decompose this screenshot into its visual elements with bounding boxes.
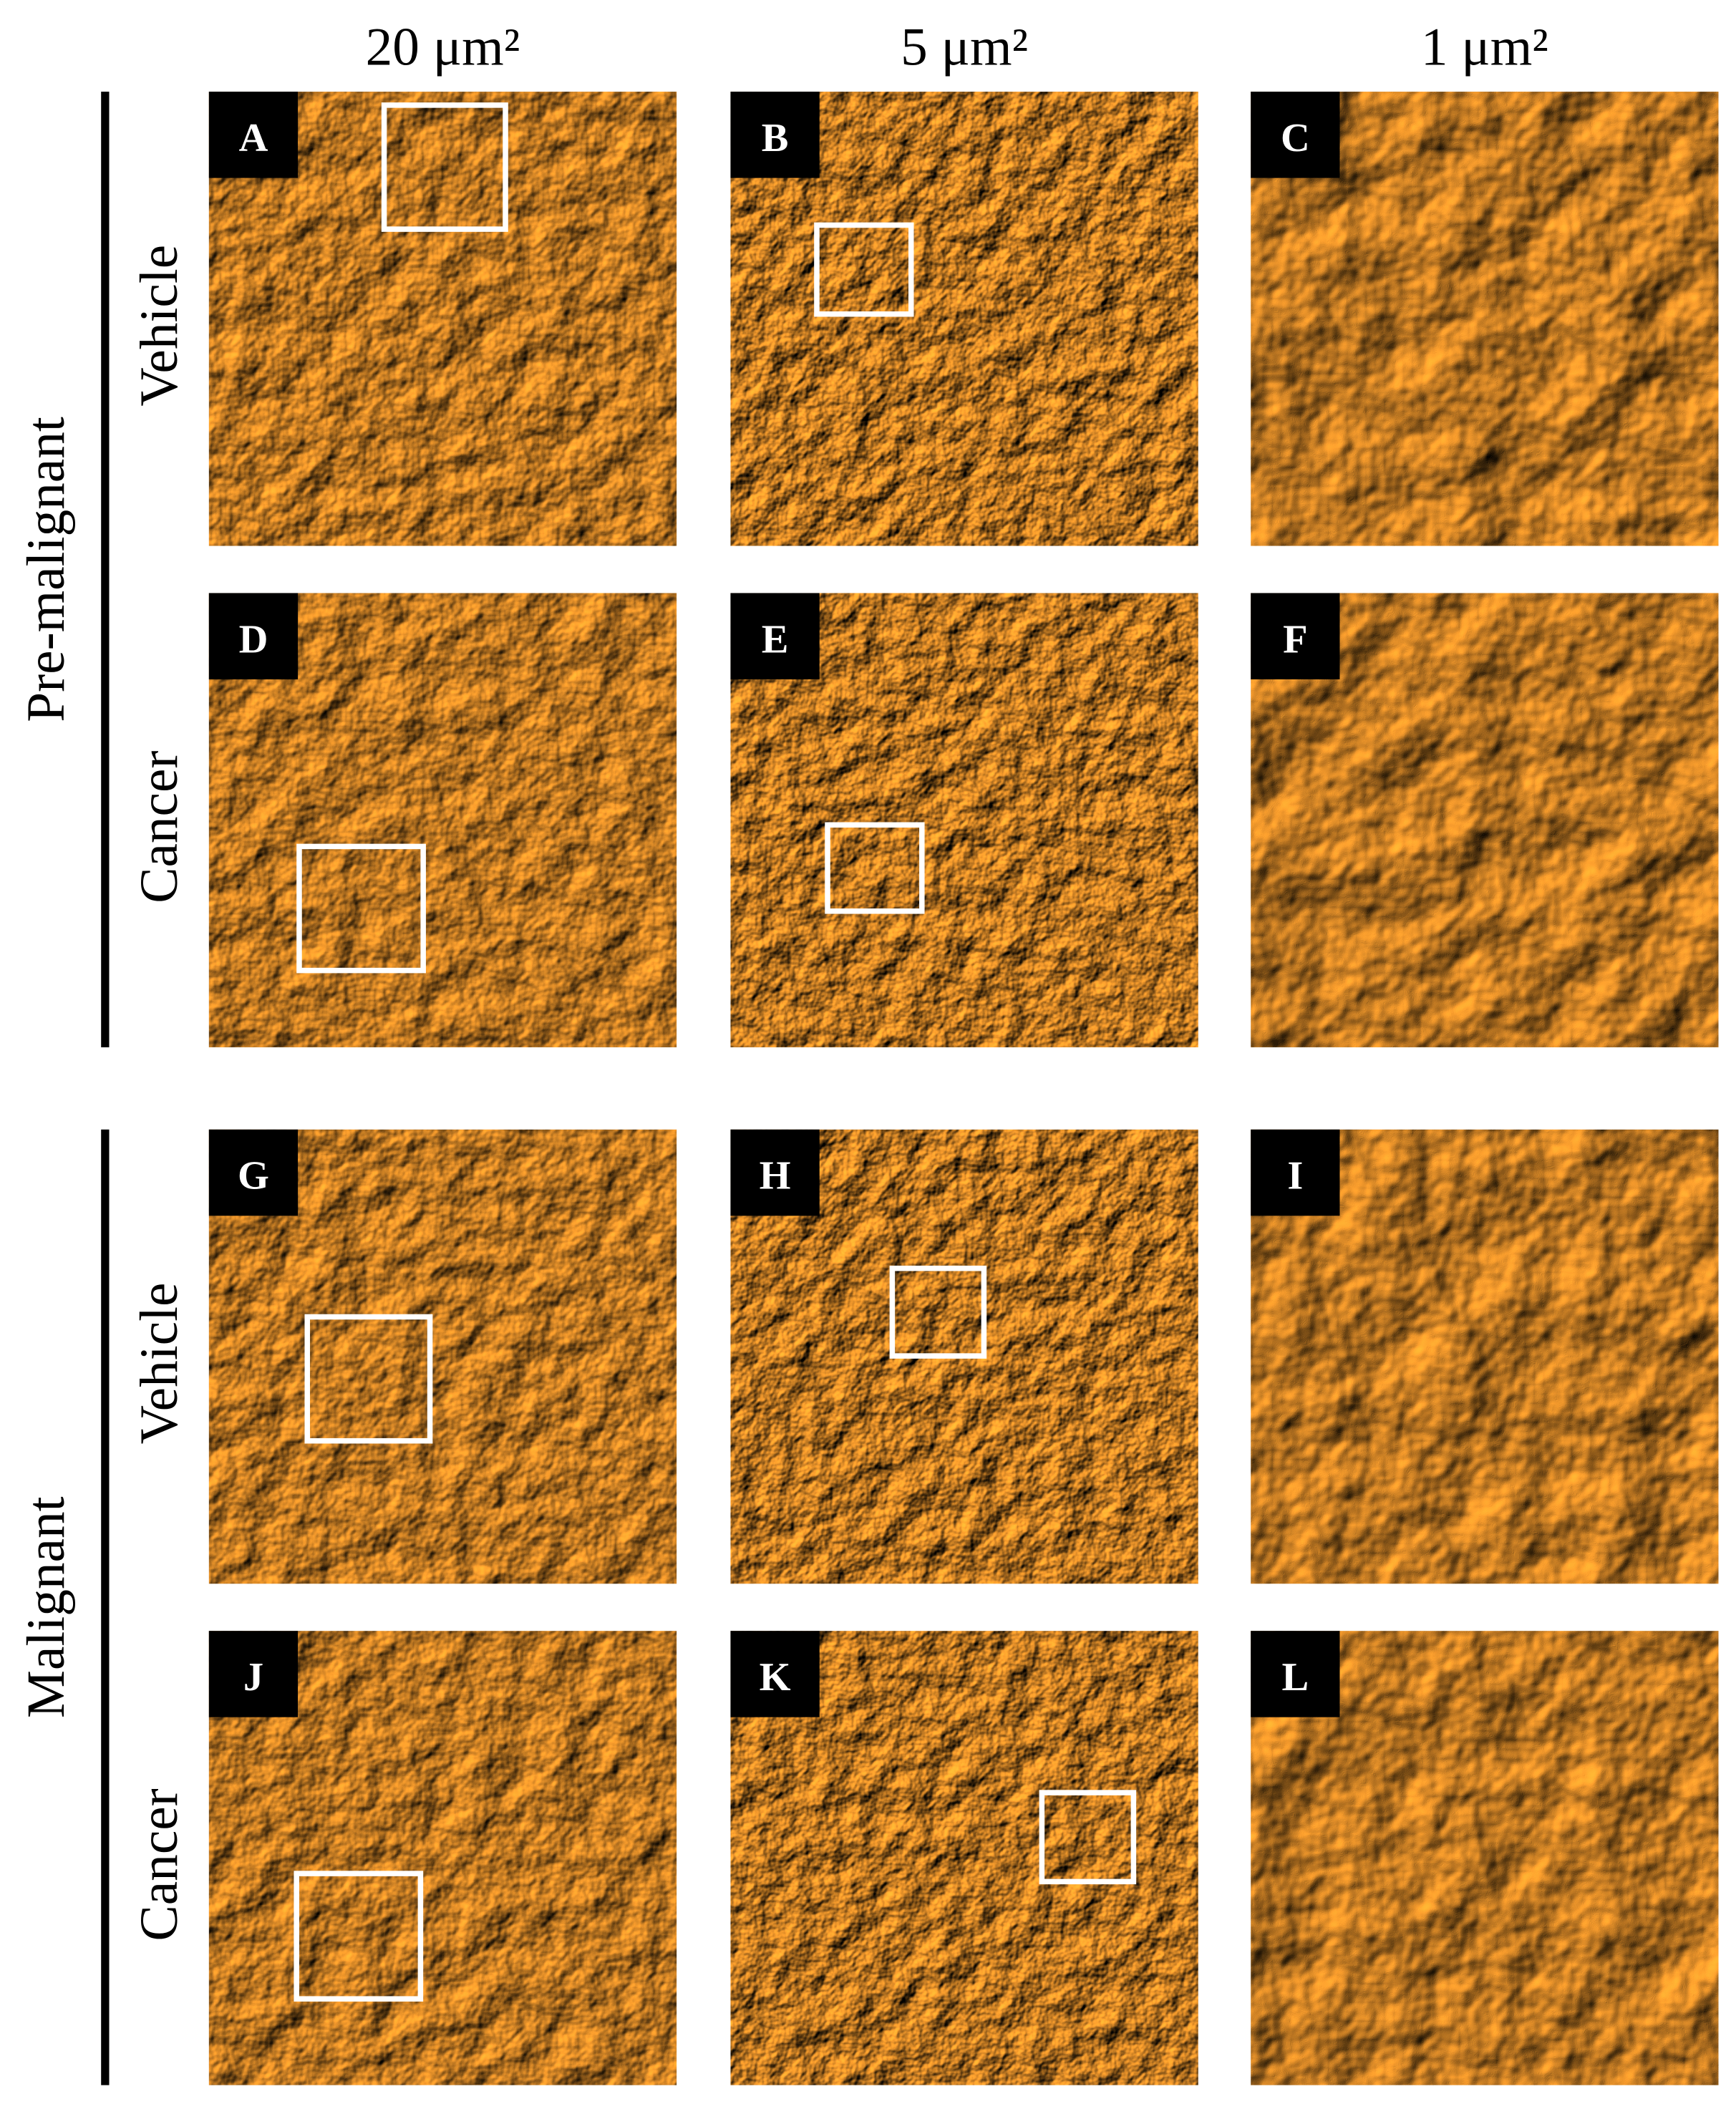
panel-letter-box xyxy=(1251,1129,1340,1216)
row-label: Vehicle xyxy=(130,245,189,407)
panel-letter-box xyxy=(208,593,299,679)
zoom-box xyxy=(381,102,508,232)
zoom-box xyxy=(825,822,925,914)
group-label: Malignant xyxy=(16,1496,76,1718)
row-label: Vehicle xyxy=(130,1283,189,1445)
panel-letter-box xyxy=(208,92,299,178)
panel-letter: J xyxy=(243,1655,263,1700)
group-bar xyxy=(101,1129,110,2085)
column-header: 5 μm² xyxy=(901,17,1028,77)
panel-letter: D xyxy=(239,617,268,661)
panel-letter-box xyxy=(208,1631,299,1717)
zoom-box xyxy=(814,222,914,317)
group-label: Pre-malignant xyxy=(16,417,76,722)
panel-letter: L xyxy=(1282,1655,1309,1700)
panel-letter-box xyxy=(1251,1631,1340,1717)
column-header: 20 μm² xyxy=(366,17,520,77)
panel-letter: A xyxy=(239,116,268,160)
zoom-box xyxy=(1039,1790,1137,1885)
panel-letter: I xyxy=(1287,1154,1303,1198)
zoom-box xyxy=(296,843,426,974)
panel-letter-box xyxy=(1251,92,1340,178)
zoom-box xyxy=(304,1314,433,1444)
column-header: 1 μm² xyxy=(1421,17,1548,77)
zoom-box xyxy=(294,1871,424,2002)
panel-letter-box xyxy=(730,1631,820,1717)
row-label: Cancer xyxy=(130,1788,189,1941)
panel-letter-box xyxy=(730,92,820,178)
panel-letter-box xyxy=(208,1129,299,1216)
panel-letter: F xyxy=(1283,617,1308,661)
panel-letter: K xyxy=(760,1655,791,1700)
group-bar xyxy=(101,92,110,1047)
panel-letter-box xyxy=(1251,593,1340,679)
zoom-box xyxy=(889,1265,987,1359)
panel-letter: H xyxy=(760,1154,791,1198)
panel-letter: C xyxy=(1281,116,1310,160)
panel-letter: G xyxy=(238,1154,269,1198)
panel-letter-box xyxy=(730,593,820,679)
panel-letter: E xyxy=(762,617,789,661)
panel-letter: B xyxy=(762,116,789,160)
row-label: Cancer xyxy=(130,751,189,903)
panel-letter-box xyxy=(730,1129,820,1216)
